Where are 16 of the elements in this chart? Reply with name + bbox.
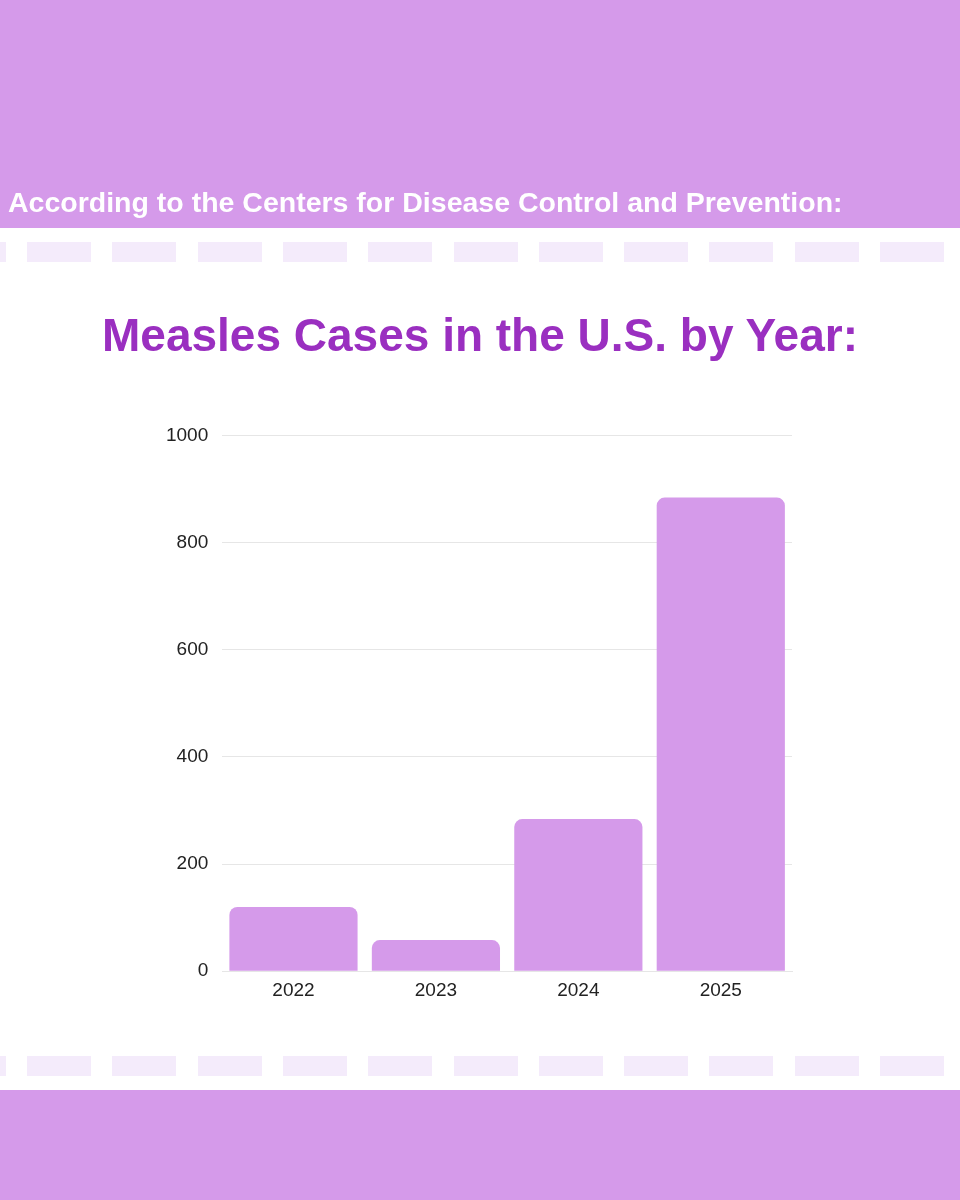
text: According to the Centers for Disease Control and Prevention: (8, 186, 843, 219)
x-tick-label: 2022 (272, 978, 315, 1000)
y-tick-label: 0 (197, 959, 209, 981)
bar (656, 497, 785, 971)
x-tick-label: 2025 (699, 978, 742, 1000)
y-tick-label: 800 (176, 530, 209, 552)
y-tick-label: 600 (176, 637, 209, 659)
y-tick-label: 1000 (165, 423, 209, 445)
x-tick-label: 2024 (557, 978, 600, 1000)
bar (514, 819, 643, 971)
y-tick-label: 400 (176, 745, 209, 767)
bar (371, 940, 501, 971)
y-tick-label: 200 (176, 852, 209, 874)
bar (229, 906, 358, 971)
chart-title: Measles Cases in the U.S. by Year: (101, 308, 859, 362)
x-tick-label: 2023 (414, 978, 458, 1000)
